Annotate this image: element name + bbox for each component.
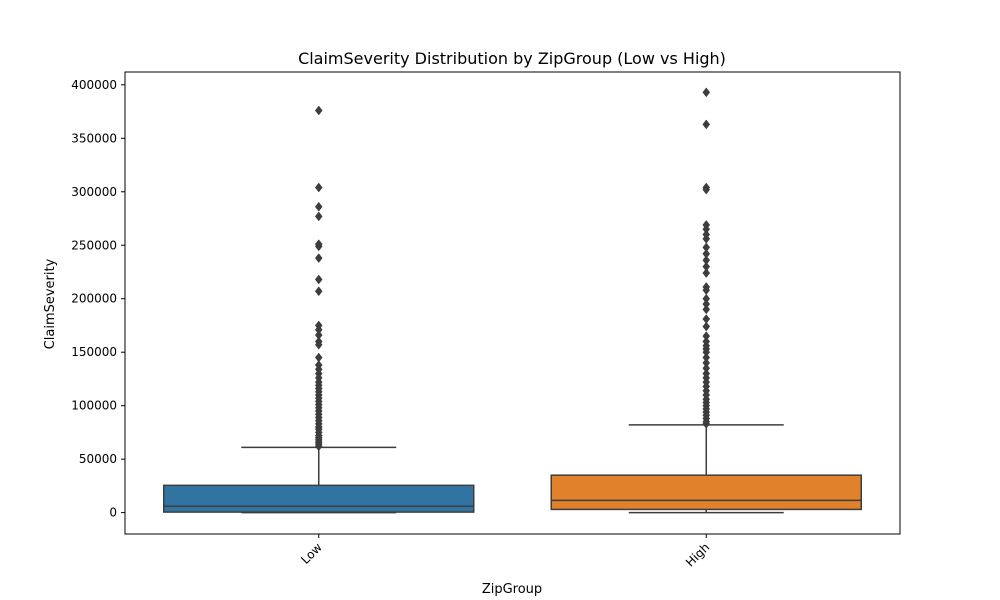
y-tick-label: 300000 [71, 185, 117, 199]
y-tick-label: 100000 [71, 399, 117, 413]
outlier-point [314, 320, 323, 331]
outlier-point [702, 352, 711, 363]
y-tick-label: 400000 [71, 78, 117, 92]
y-axis: 0 50000 100000 150000 200000 250000 300000 3500… [71, 78, 125, 520]
outlier-point [702, 282, 711, 292]
x-axis: Low High [298, 534, 712, 570]
outlier-point [314, 336, 323, 347]
y-tick-label: 200000 [71, 292, 117, 306]
outlier-point [702, 357, 711, 368]
outlier-point [314, 201, 323, 212]
outlier-point [314, 253, 323, 263]
outlier-point [702, 293, 711, 304]
outlier-point [702, 119, 711, 130]
outlier-point [314, 239, 323, 250]
plot-content [163, 87, 862, 514]
outlier-point [702, 299, 711, 309]
y-tick-label: 50000 [79, 452, 117, 466]
y-axis-title: ClaimSeverity [43, 258, 58, 349]
chart-title: ClaimSeverity Distribution by ZipGroup (… [298, 49, 726, 68]
y-tick-label: 250000 [71, 238, 117, 252]
outlier-point [702, 261, 711, 272]
outlier-point [702, 87, 711, 98]
outlier-point [702, 242, 711, 253]
y-tick-label: 150000 [71, 345, 117, 359]
outlier-point [314, 360, 323, 370]
outlier-point [702, 314, 711, 324]
outlier-point [314, 274, 323, 285]
outlier-point [702, 336, 711, 347]
y-tick-label: 350000 [71, 131, 117, 145]
outlier-point [702, 268, 711, 278]
outlier-point [702, 321, 711, 332]
outlier-point [702, 363, 711, 374]
outlier-point [702, 182, 711, 193]
outlier-point [702, 304, 711, 315]
plot-frame [124, 71, 901, 535]
x-tick-label: Low [298, 540, 325, 567]
x-tick-label: High [683, 540, 712, 569]
box-iqr [550, 474, 862, 511]
outlier-point [702, 248, 711, 259]
outlier-point [314, 182, 323, 193]
x-axis-title: ZipGroup [482, 582, 542, 597]
outlier-point [314, 211, 323, 222]
outlier-point [702, 229, 711, 240]
box-iqr [163, 484, 475, 513]
box-group-low [163, 105, 475, 514]
outlier-point [314, 105, 323, 116]
outlier-point [314, 286, 323, 297]
outlier-point [702, 368, 711, 379]
outlier-point [702, 220, 711, 230]
outlier-point [702, 331, 711, 342]
outlier-point [702, 255, 711, 266]
y-tick-label: 0 [109, 506, 117, 520]
outlier-point [314, 352, 323, 363]
outlier-point [314, 330, 323, 340]
box-group-high [550, 87, 862, 514]
